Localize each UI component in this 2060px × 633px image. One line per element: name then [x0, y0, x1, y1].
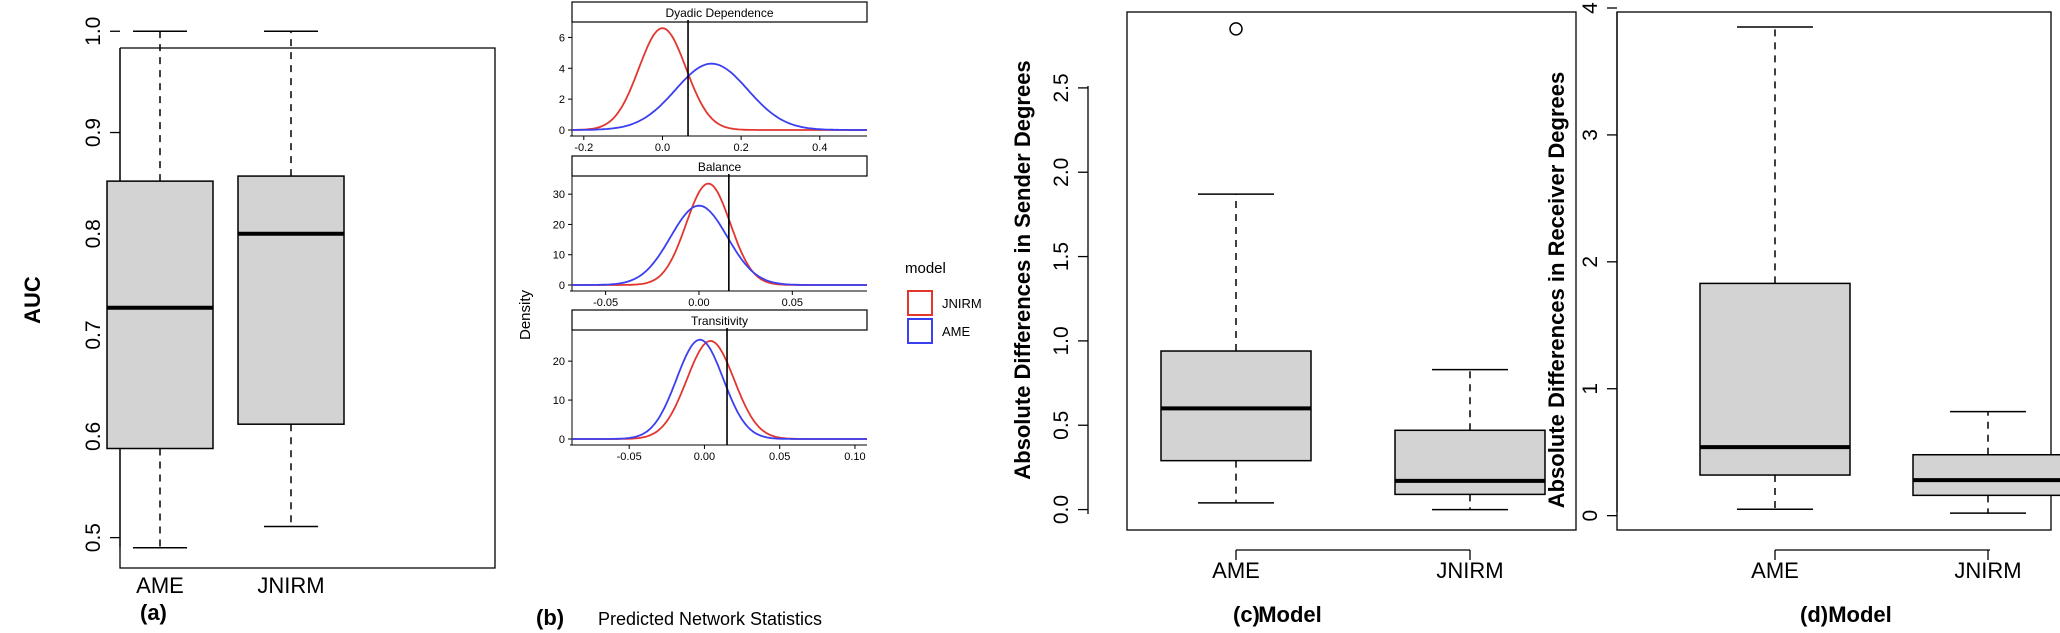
x-tick-label-ame: AME — [136, 573, 184, 598]
panel-b-y-label: Density — [517, 289, 534, 340]
ame-box — [106, 180, 214, 450]
facet-balance-ame-curve — [572, 204, 867, 286]
x-tick-label-jnirm: JNIRM — [1436, 558, 1503, 583]
panel-d-boxplot: 0 1 2 3 4 AME JNIRM Absolute Differences in R… — [1544, 2, 2060, 627]
panel-b-label: (b) — [536, 605, 564, 630]
y-tick-label: 2 — [1579, 256, 1602, 268]
x-tick-label-jnirm: JNIRM — [1954, 558, 2021, 583]
y-tick-label: 6 — [559, 32, 565, 44]
facet-balance-title: Balance — [698, 160, 742, 174]
panel-c-label: (c) — [1233, 602, 1260, 627]
panel-b-x-label: Predicted Network Statistics — [598, 609, 822, 629]
y-tick-label: 0.6 — [82, 422, 105, 451]
facet-transitivity: Transitivity 0 10 20 -0.05 0.00 0.05 0.10 — [553, 309, 868, 463]
y-tick-label: 0 — [559, 280, 565, 292]
y-tick-label: 0.5 — [1050, 411, 1073, 440]
legend-ame-key — [907, 318, 933, 344]
panel-d-label: (d) — [1800, 602, 1828, 627]
x-tick-label: 0.0 — [655, 142, 670, 154]
y-tick-label: 10 — [553, 395, 565, 407]
facet-dyadic-dependence-title: Dyadic Dependence — [665, 6, 773, 20]
ame-box — [1699, 282, 1851, 476]
legend-jnirm-key — [907, 290, 933, 316]
facet-balance-jnirm-curve — [572, 182, 867, 286]
legend-ame-label: AME — [942, 324, 971, 339]
jnirm-box — [1394, 429, 1546, 496]
y-tick-label: 0.0 — [1050, 495, 1073, 524]
y-tick-label: 0.9 — [82, 118, 105, 147]
y-tick-label: 2 — [559, 94, 565, 106]
y-tick-label: 20 — [553, 219, 565, 231]
x-tick-label: 0.00 — [694, 451, 715, 463]
y-tick-label: 0 — [1579, 510, 1602, 522]
panel-a-boxplot: 0.5 0.6 0.7 0.8 0.9 1.0 AME JNIRM AUC (a) — [20, 17, 496, 625]
ame-outlier — [1229, 22, 1243, 36]
y-tick-label: 1.5 — [1050, 242, 1073, 271]
panel-a-y-label: AUC — [20, 276, 45, 324]
x-tick-label: 0.05 — [769, 451, 790, 463]
y-tick-label: 3 — [1579, 129, 1602, 141]
panel-c-frame — [1126, 11, 1577, 531]
y-tick-label: 0 — [559, 125, 565, 137]
facet-dyadic-dependence-ame-curve — [572, 62, 867, 131]
x-tick-label: 0.4 — [812, 142, 827, 154]
x-tick-label: 0.2 — [733, 142, 748, 154]
ame-box — [1160, 350, 1312, 462]
y-tick-label: 30 — [553, 189, 565, 201]
facet-dyadic-dependence: Dyadic Dependence 0 2 4 6 -0.2 0.0 0.2 0.4 — [559, 1, 868, 154]
facet-transitivity-jnirm-curve — [572, 339, 867, 440]
y-tick-label: 2.0 — [1050, 158, 1073, 187]
panel-b-legend: model JNIRM AME — [905, 260, 982, 344]
jnirm-box — [237, 175, 345, 425]
x-tick-label: -0.05 — [617, 451, 642, 463]
x-tick-label: 0.00 — [688, 297, 709, 309]
panel-c-y-label: Absolute Differences in Sender Degrees — [1010, 60, 1035, 479]
x-tick-label: 0.10 — [844, 451, 865, 463]
y-tick-label: 0 — [559, 434, 565, 446]
x-tick-label: -0.2 — [574, 142, 593, 154]
x-tick-label-ame: AME — [1212, 558, 1260, 583]
legend-title: model — [905, 260, 946, 277]
facet-transitivity-ame-curve — [572, 338, 867, 440]
facet-balance: Balance 0 10 20 30 -0.05 0.00 0.05 — [553, 155, 868, 309]
y-tick-label: 10 — [553, 250, 565, 262]
panel-c-boxplot: 0.0 0.5 1.0 1.5 2.0 2.5 AME JNIRM Absolute Dif… — [1010, 11, 1577, 627]
facet-dyadic-dependence-jnirm-curve — [572, 27, 867, 131]
y-tick-label: 1.0 — [1050, 326, 1073, 355]
facet-balance-strip — [571, 155, 868, 177]
y-tick-label: 4 — [1579, 2, 1602, 14]
y-tick-label: 0.7 — [82, 320, 105, 349]
x-tick-label: 0.05 — [782, 297, 803, 309]
y-tick-label: 0.5 — [82, 523, 105, 552]
facet-transitivity-title: Transitivity — [691, 314, 748, 328]
y-tick-label: 1.0 — [82, 17, 105, 46]
y-tick-label: 20 — [553, 356, 565, 368]
panel-d-x-label: Model — [1828, 602, 1892, 627]
panel-c-x-label: Model — [1258, 602, 1322, 627]
y-tick-label: 4 — [559, 63, 565, 75]
panel-a-label: (a) — [140, 600, 167, 625]
x-tick-label: -0.05 — [593, 297, 618, 309]
y-tick-label: 0.8 — [82, 219, 105, 248]
x-tick-label-ame: AME — [1751, 558, 1799, 583]
jnirm-box — [1912, 453, 2060, 497]
facet-transitivity-strip — [571, 309, 868, 331]
legend-jnirm-label: JNIRM — [942, 296, 982, 311]
y-tick-label: 1 — [1579, 383, 1602, 395]
y-tick-label: 2.5 — [1050, 73, 1073, 102]
facet-dyadic-dependence-strip — [571, 1, 868, 23]
x-tick-label-jnirm: JNIRM — [257, 573, 324, 598]
panel-d-y-label: Absolute Differences in Receiver Degrees — [1544, 72, 1569, 509]
